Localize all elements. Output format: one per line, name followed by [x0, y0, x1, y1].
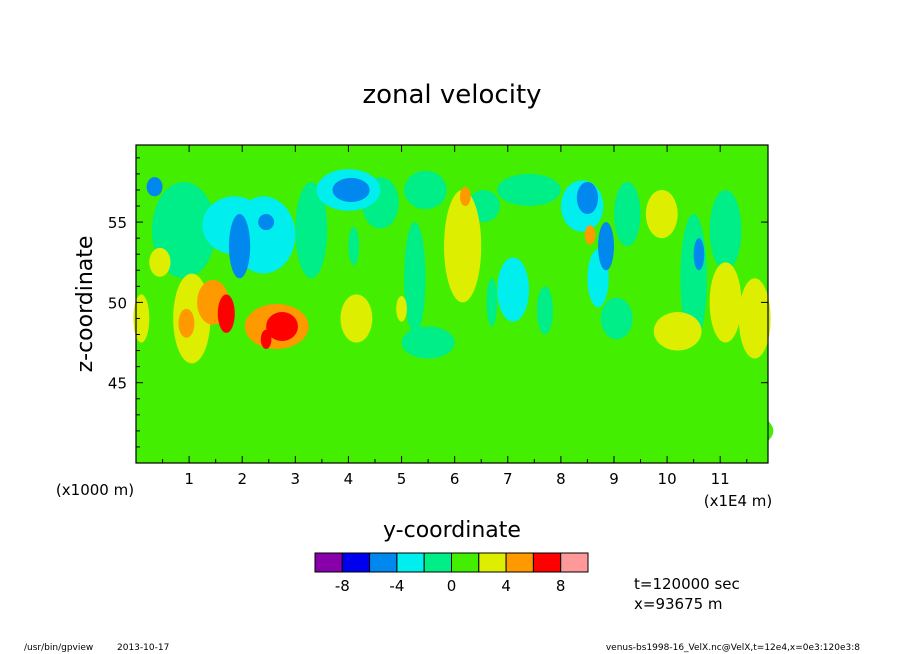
y-axis-label: z-coordinate [73, 236, 98, 373]
contour-region [149, 247, 171, 277]
contour-region [217, 294, 235, 333]
contour-region [444, 189, 482, 303]
x-axis-ticks: 1 2 3 4 5 6 7 8 9 10 11 [162, 145, 748, 488]
x-tick-label: 4 [344, 470, 354, 488]
contour-region [260, 329, 272, 349]
contour-region [321, 414, 588, 463]
colorbar-swatch [451, 552, 480, 573]
x-tick-label: 7 [503, 470, 513, 488]
program-path: /usr/bin/gpview [24, 643, 93, 653]
contour-region [348, 226, 360, 266]
position-annotation: x=93675 m [634, 595, 723, 613]
colorbar-swatch [369, 552, 398, 573]
colorbar-swatch [314, 552, 343, 573]
x-tick-label: 10 [658, 470, 677, 488]
contour-region [266, 312, 298, 341]
contour-region [709, 262, 742, 343]
colorbar-label: 8 [556, 577, 566, 595]
colorbar: -8 -4 0 4 8 [314, 552, 589, 595]
colorbar-label: -8 [335, 577, 350, 595]
contour-region [600, 297, 633, 340]
contour-region [613, 181, 641, 247]
plot-date: 2013-10-17 [117, 643, 169, 653]
contour-region [497, 257, 530, 322]
contour-region [295, 181, 328, 279]
contour-region [653, 312, 702, 351]
plot-area [133, 145, 774, 463]
contour-region [146, 177, 163, 197]
contour-region [136, 382, 349, 447]
contour-region [584, 225, 596, 245]
x-tick-label: 3 [291, 470, 301, 488]
contour-region [693, 238, 705, 271]
colorbar-swatch [396, 552, 425, 573]
y-tick-label: 50 [108, 294, 127, 312]
contour-region [133, 294, 150, 343]
x-tick-label: 9 [609, 470, 619, 488]
time-annotation: t=120000 sec [634, 575, 740, 593]
contour-region [486, 278, 498, 327]
contour-region [709, 189, 742, 271]
contour-region [560, 398, 774, 463]
contour-region [576, 181, 599, 215]
chart-title: zonal velocity [362, 80, 541, 110]
colorbar-label: 4 [501, 577, 511, 595]
y-tick-label: 55 [108, 214, 127, 232]
contour-region [258, 214, 275, 231]
x-tick-label: 6 [450, 470, 460, 488]
y-axis-ticks: 45 50 55 [108, 157, 768, 448]
x-tick-label: 5 [397, 470, 407, 488]
colorbar-label: 0 [447, 577, 457, 595]
contour-region [178, 308, 195, 338]
x-tick-label: 1 [184, 470, 194, 488]
contour-region [645, 189, 678, 239]
contour-region [507, 366, 614, 399]
y-tick-label: 45 [108, 375, 127, 393]
colorbar-swatch [532, 552, 562, 573]
colorbar-label: -4 [389, 577, 404, 595]
contour-region [401, 326, 455, 359]
contour-region [459, 186, 471, 207]
contour-region [497, 173, 561, 207]
x-scale-label: (x1E4 m) [704, 492, 773, 510]
colorbar-swatch [423, 552, 453, 573]
contour-region [340, 294, 373, 343]
contour-region [321, 374, 429, 407]
contour-region [396, 295, 407, 322]
contour-region [228, 214, 251, 279]
contour-region [536, 286, 553, 335]
x-tick-label: 2 [237, 470, 247, 488]
data-source: venus-bs1998-16_VelX.nc@VelX,t=12e4,x=0e… [606, 643, 860, 653]
colorbar-swatch [478, 552, 507, 573]
x-tick-label: 11 [711, 470, 730, 488]
x-axis-label: y-coordinate [383, 518, 521, 543]
contour-region [404, 222, 426, 335]
plot-frame [135, 144, 769, 464]
colorbar-swatch [560, 552, 589, 573]
contour-region [404, 170, 447, 210]
colorbar-swatch [341, 552, 371, 573]
x-tick-label: 8 [556, 470, 566, 488]
contour-region [332, 177, 370, 203]
contour-region [738, 278, 771, 359]
contour-region [598, 222, 614, 271]
colorbar-swatch [505, 552, 534, 573]
x-unit-label: (x1000 m) [56, 481, 134, 499]
